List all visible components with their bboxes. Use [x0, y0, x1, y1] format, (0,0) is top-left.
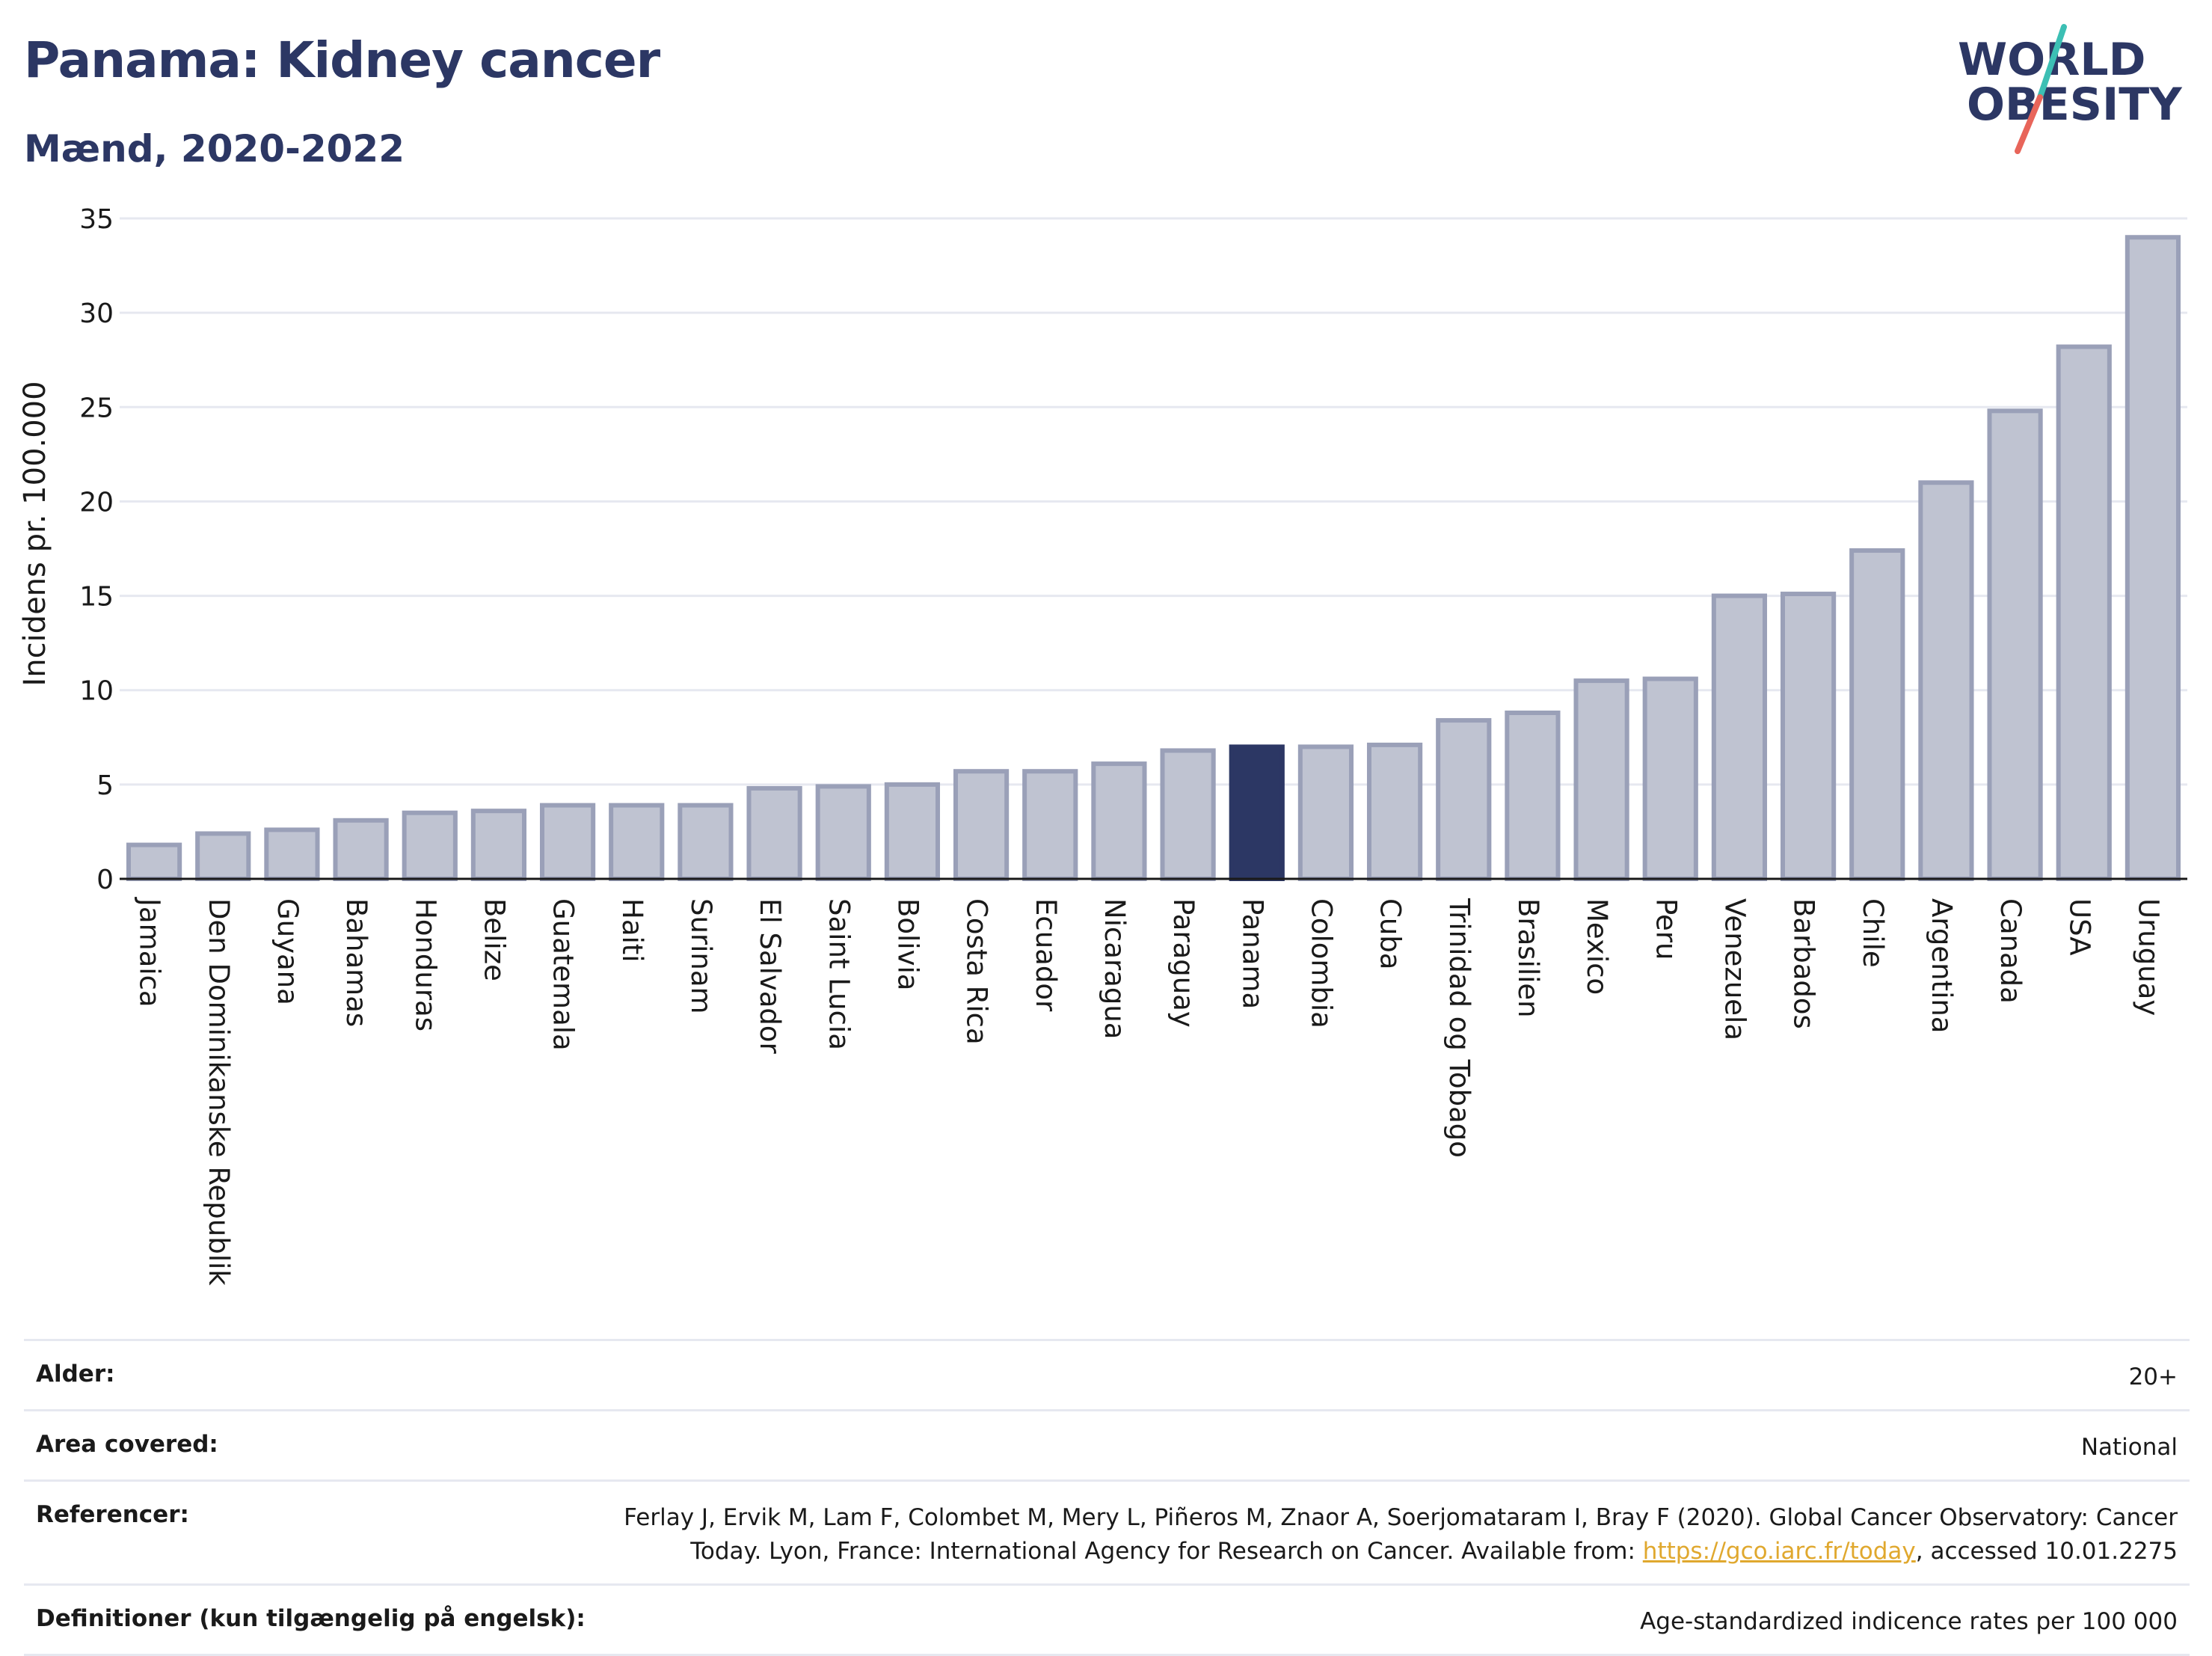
info-table: Alder: 20+ Area covered: National Refere…: [24, 1339, 2190, 1656]
x-tick-label: Nicaragua: [1099, 898, 1131, 1039]
bar: [1918, 480, 1974, 881]
x-tick-label: Haiti: [616, 898, 648, 963]
info-value: Ferlay J, Ervik M, Lam F, Colombet M, Me…: [607, 1501, 2178, 1568]
x-tick-label: Den Dominikanske Republik: [203, 898, 235, 1286]
x-tick-label: Panama: [1236, 898, 1268, 1009]
info-key: Definitioner (kun tilgængelig på engelsk…: [36, 1604, 586, 1632]
x-tick-label: Bolivia: [891, 898, 924, 990]
info-row-area: Area covered: National: [24, 1408, 2190, 1479]
y-tick-label: 5: [96, 770, 114, 801]
axes: 0 5 10 15 20 25 30 35 Jamaica Den Dominikanske Re…: [79, 204, 2187, 1286]
bar: [539, 803, 596, 881]
bar: [1780, 592, 1837, 881]
x-tick-label: Surinam: [685, 898, 717, 1014]
y-tick-label: 0: [96, 865, 114, 895]
x-tick-label: El Salvador: [754, 898, 786, 1055]
x-tick-label: Argentina: [1926, 898, 1958, 1033]
bar: [1091, 761, 1147, 881]
y-axis-label: Incidens pr. 100.000: [18, 381, 52, 686]
reference-text-end: , accessed 10.01.2275: [1915, 1537, 2178, 1565]
bar: [264, 827, 320, 882]
info-value: National: [2080, 1433, 2178, 1461]
info-key: Area covered:: [36, 1430, 218, 1458]
bar-chart: 0 5 10 15 20 25 30 35 Jamaica Den Dominikanske Re…: [18, 204, 2187, 1286]
logo-slash-bottom: [2015, 94, 2043, 154]
bar: [1436, 718, 1492, 882]
y-tick-label: 35: [79, 204, 114, 235]
bar: [1297, 744, 1354, 882]
x-tick-label: Canada: [1994, 898, 2027, 1004]
bar: [1711, 593, 1768, 881]
info-key: Referencer:: [36, 1500, 189, 1528]
info-row-age: Alder: 20+: [24, 1339, 2190, 1409]
bar: [333, 818, 389, 881]
bar: [1849, 548, 1905, 881]
y-tick-label: 10: [79, 676, 114, 707]
x-tick-label: Uruguay: [2132, 898, 2164, 1016]
x-tick-label: Saint Lucia: [823, 898, 855, 1050]
y-tick-label: 20: [79, 487, 114, 518]
reference-text: Ferlay J, Ervik M, Lam F, Colombet M, Me…: [624, 1503, 2178, 1565]
x-tick-label: Cuba: [1374, 898, 1407, 969]
x-tick-label: Barbados: [1788, 898, 1820, 1029]
x-tick-label: Costa Rica: [961, 898, 993, 1045]
x-tick-label: Mexico: [1581, 898, 1613, 995]
x-tick-label: Colombia: [1305, 898, 1337, 1028]
chart-subtitle: Mænd, 2020-2022: [24, 127, 405, 171]
info-row-definitions: Definitioner (kun tilgængelig på engelsk…: [24, 1583, 2190, 1656]
bar: [1366, 742, 1423, 881]
x-tick-label: Guatemala: [547, 898, 580, 1051]
reference-link[interactable]: https://gco.iarc.fr/today: [1642, 1537, 1916, 1565]
x-tick-label: Peru: [1650, 898, 1682, 960]
bar: [1022, 769, 1078, 881]
bar: [1987, 408, 2043, 881]
x-tick-label: Guyana: [271, 898, 304, 1005]
x-tick-label: Belize: [478, 898, 510, 981]
bar: [195, 831, 251, 881]
x-tick-label: Paraguay: [1167, 898, 1199, 1028]
chart-title: Panama: Kidney cancer: [24, 31, 660, 89]
x-tick-label: Venezuela: [1718, 898, 1751, 1040]
x-tick-label: USA: [2063, 898, 2095, 956]
bar: [1160, 748, 1216, 882]
bar: [609, 803, 665, 881]
info-key: Alder:: [36, 1361, 115, 1387]
bar: [126, 842, 182, 882]
bar: [815, 784, 871, 882]
x-tick-label: Trinidad og Tobago: [1443, 898, 1475, 1158]
x-tick-label: Chile: [1857, 898, 1889, 968]
logo-slash-top: [2037, 24, 2067, 100]
logo-line2: OBESITY: [1967, 79, 2183, 131]
y-tick-label: 25: [79, 393, 114, 423]
bar: [1573, 678, 1629, 881]
x-tick-label: Jamaica: [134, 897, 166, 1008]
x-tick-label: Bahamas: [340, 898, 372, 1027]
y-tick-label: 30: [79, 298, 114, 329]
bars: [126, 235, 2181, 882]
info-value: Age-standardized indicence rates per 100…: [1640, 1607, 2178, 1635]
grid-lines: [120, 217, 2187, 786]
bar: [884, 782, 941, 882]
bar: [1505, 710, 1561, 882]
bar: [2056, 344, 2112, 882]
y-tick-label: 15: [79, 582, 114, 613]
world-obesity-logo: WORLD OBESITY: [1958, 24, 2183, 154]
bar: [678, 803, 734, 881]
x-tick-label: Ecuador: [1030, 898, 1062, 1012]
info-row-references: Referencer: Ferlay J, Ervik M, Lam F, Co…: [24, 1479, 2190, 1583]
bar: [953, 769, 1010, 881]
bar: [1229, 744, 1285, 882]
bar: [2125, 235, 2181, 881]
x-tick-label: Brasilien: [1512, 898, 1544, 1018]
bar: [402, 810, 458, 881]
bar: [1642, 676, 1698, 881]
bar: [746, 785, 802, 881]
bar: [470, 809, 527, 881]
x-tick-label: Honduras: [409, 898, 441, 1031]
info-value: 20+: [2128, 1364, 2178, 1390]
